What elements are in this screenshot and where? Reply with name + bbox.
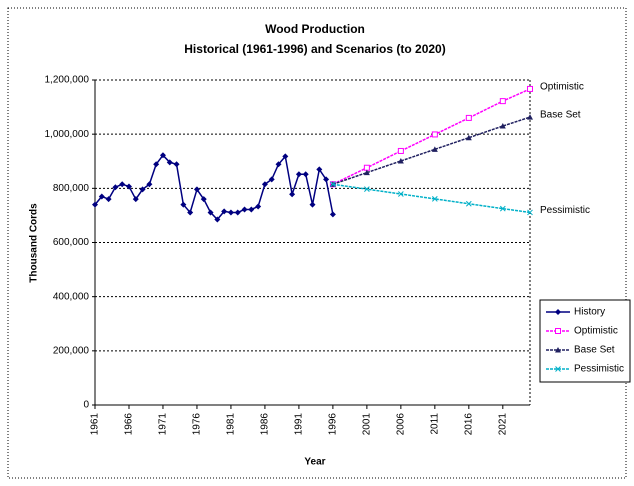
y-axis-title: Thousand Cords [29,203,40,283]
x-tick-label: 1991 [294,413,305,436]
legend-label: History [574,307,605,318]
y-tick-label: 1,000,000 [45,129,90,140]
series-end-label: Base Set [540,110,581,121]
marker [431,131,438,138]
marker [527,209,533,216]
marker [159,152,166,159]
marker [187,209,194,216]
marker [329,211,336,218]
x-tick-label: 2001 [362,413,373,436]
x-tick-label: 2021 [497,413,508,436]
marker [316,166,323,173]
series-end-label: Pessimistic [540,205,590,216]
marker [323,176,330,183]
x-tick-label: 1966 [124,413,135,436]
y-tick-label: 1,200,000 [45,75,90,86]
marker [465,114,472,121]
legend-label: Pessimistic [574,364,624,375]
marker [555,366,561,372]
x-tick-label: 1981 [226,413,237,436]
x-tick-label: 1996 [328,413,339,436]
marker [499,123,506,129]
marker [465,200,472,207]
series-line [94,154,334,221]
marker [153,161,160,168]
marker [275,161,282,168]
y-tick-label: 800,000 [53,183,90,194]
marker [527,114,533,120]
chart-subtitle: Historical (1961-1996) and Scenarios (to… [184,42,445,56]
marker [180,201,187,208]
x-tick-label: 2006 [396,413,407,436]
marker [555,309,561,315]
marker [499,205,506,212]
marker [398,191,404,197]
legend-label: Base Set [574,345,615,356]
x-tick-label: 1976 [192,413,203,436]
y-tick-label: 200,000 [53,345,90,356]
marker [98,193,105,200]
marker [214,216,221,223]
marker [112,184,119,191]
marker [431,196,438,202]
marker [309,201,316,208]
x-tick-label: 2011 [429,413,440,435]
marker [397,157,404,164]
y-tick-label: 600,000 [53,237,90,248]
marker [173,161,180,168]
x-tick-label: 2016 [463,413,474,436]
marker [289,191,296,198]
marker [364,186,370,192]
marker [200,196,207,203]
marker [302,171,309,178]
marker [105,196,112,203]
marker [125,183,132,190]
marker [255,203,262,210]
y-tick-label: 400,000 [53,291,90,302]
marker [363,164,370,171]
series-line [332,116,531,185]
chart-title: Wood Production [265,22,365,36]
x-tick-label: 1971 [158,413,169,436]
marker [397,147,404,154]
chart-border [7,7,627,479]
marker [555,328,561,334]
marker [146,181,153,188]
marker [119,181,126,188]
x-axis-title: Year [304,457,325,468]
marker [248,206,255,213]
marker [139,186,146,193]
marker [193,186,200,193]
marker [431,146,438,152]
marker [499,98,506,105]
marker [132,196,139,203]
marker [295,171,302,178]
marker [92,201,98,208]
marker [234,209,241,216]
marker [221,208,228,215]
marker [282,153,289,160]
marker [166,159,173,166]
marker [527,85,533,92]
marker [207,209,214,216]
marker [261,181,268,188]
marker [363,169,370,176]
x-tick-label: 1986 [260,413,271,436]
marker [465,134,472,141]
marker [555,347,561,353]
marker [227,209,234,216]
marker [268,176,275,183]
y-tick-label: 0 [83,400,89,411]
x-tick-label: 1961 [90,413,101,436]
marker [330,181,336,188]
series-end-label: Optimistic [540,82,584,93]
legend-label: Optimistic [574,326,618,337]
marker [241,206,248,213]
